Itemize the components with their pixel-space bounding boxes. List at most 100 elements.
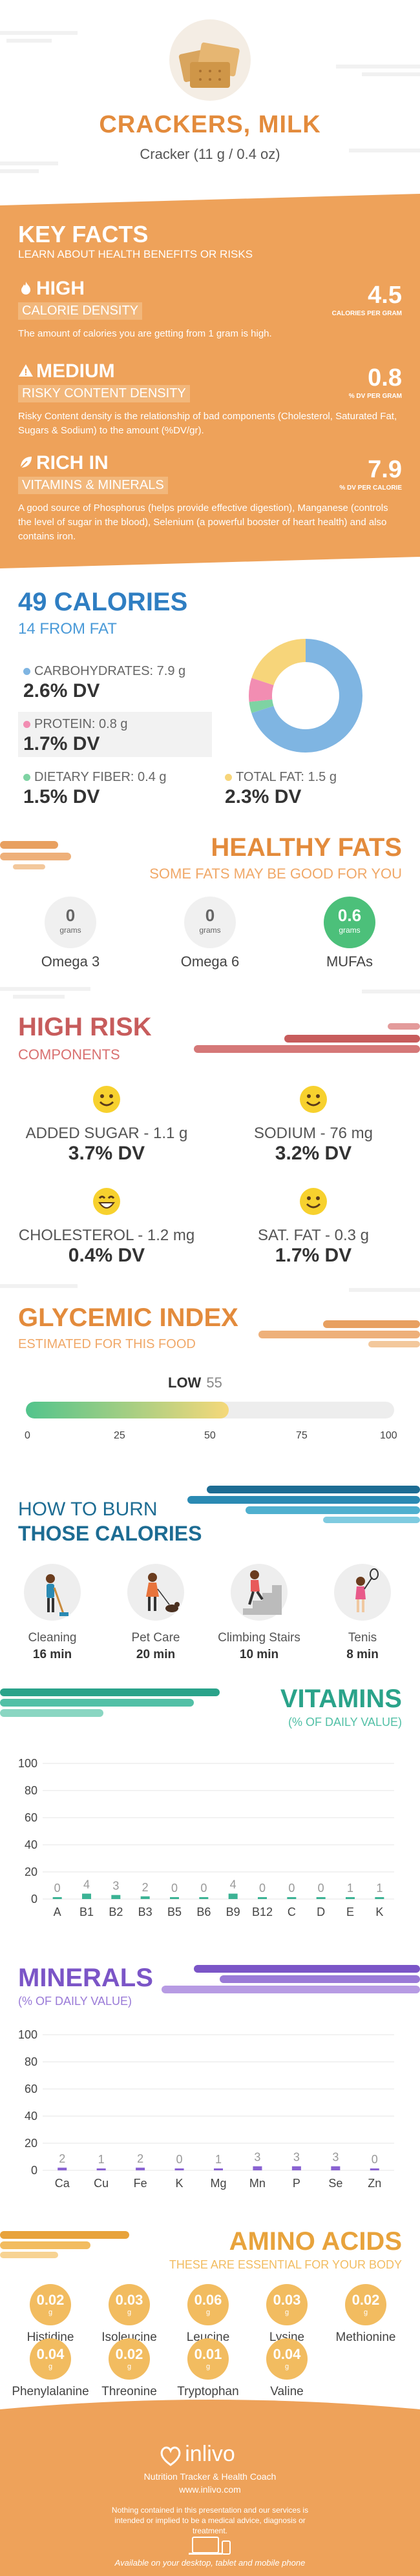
risk-dv: 1.7% DV [275, 1245, 352, 1266]
bar [331, 2166, 341, 2170]
bar-value-label: 0 [171, 1882, 178, 1895]
fat-name: MUFAs [326, 953, 373, 970]
footer-background [0, 2400, 420, 2576]
activity-name: Tenis [348, 1631, 377, 1645]
y-tick-label: 100 [18, 1757, 37, 1770]
activity-pet-care: Pet Care 20 min [114, 1563, 198, 1662]
fact-description: A good source of Phosphorus (helps provi… [18, 503, 388, 542]
healthy-fats-section: HEALTHY FATS SOME FATS MAY BE GOOD FOR Y… [0, 827, 420, 982]
burn-title-line2: THOSE CALORIES [18, 1522, 202, 1545]
vitamins-subtitle: (% OF DAILY VALUE) [288, 1716, 402, 1729]
protein-dot [23, 721, 30, 728]
y-tick-label: 80 [25, 1784, 37, 1797]
fact-level: HIGH [18, 278, 85, 300]
x-tick-label: E [346, 1906, 354, 1918]
minerals-subtitle: (% OF DAILY VALUE) [18, 1995, 132, 2008]
activity-time: 16 min [32, 1648, 72, 1661]
glycemic-title: GLYCEMIC INDEX [18, 1304, 238, 1332]
bar [96, 2168, 106, 2170]
x-tick-label: B9 [226, 1906, 240, 1918]
footer-disclaimer: Nothing contained in this presentation a… [111, 2506, 309, 2535]
glycemic-tick: 25 [114, 1430, 125, 1441]
fat-name: Omega 6 [180, 953, 240, 970]
donut-slice-fat [249, 639, 362, 753]
calories-subtitle: 14 FROM FAT [18, 620, 117, 638]
donut-slice-protein [249, 639, 362, 753]
bar [170, 1897, 179, 1899]
nutrient-label: DIETARY FIBER: 0.4 g [34, 770, 167, 784]
bar [253, 2166, 262, 2170]
minerals-bar-chart: 0 20 40 60 80 100 2 Ca 1 Cu 2 Fe 0 K 1 Mg 3 Mn 3 P 3 Se 0 Zn [18, 2028, 394, 2190]
x-tick-label: P [293, 2177, 300, 2190]
healthy-fats-subtitle: SOME FATS MAY BE GOOD FOR YOU [149, 866, 402, 882]
x-tick-label: K [375, 1906, 383, 1918]
amino-name: Tryptophan [177, 2385, 239, 2398]
glycemic-tick: 75 [296, 1430, 308, 1441]
bar-value-label: 0 [259, 1882, 266, 1895]
x-tick-label: Fe [134, 2177, 147, 2190]
y-tick-label: 100 [18, 2028, 37, 2041]
fact-risky-content: MEDIUM RISKY CONTENT DENSITY 0.8 % DV PE… [18, 360, 402, 444]
food-image [169, 19, 251, 101]
stairs-icon [231, 1564, 288, 1621]
leaf-icon [20, 457, 32, 468]
x-tick-label: B3 [138, 1906, 152, 1918]
bar [82, 1893, 91, 1899]
carbohydrates-dot [23, 668, 30, 675]
amino-acid-item: 0.06 g Leucine [169, 2284, 247, 2345]
bar-value-label: 4 [83, 1878, 90, 1891]
x-tick-label: Ca [55, 2177, 70, 2190]
glycemic-level: LOW 55 [168, 1375, 222, 1391]
nutrient-total-fat: TOTAL FAT: 1.5 g 2.3% DV [220, 765, 401, 810]
bar-value-label: 0 [318, 1882, 324, 1895]
key-facts-subtitle: LEARN ABOUT HEALTH BENEFITS OR RISKS [18, 248, 253, 260]
serving-size: Cracker (11 g / 0.4 oz) [140, 146, 280, 162]
vitamins-title: VITAMINS [280, 1685, 402, 1713]
amino-circle: 0.02 g [109, 2338, 150, 2380]
glycemic-tick: 50 [204, 1430, 216, 1441]
risk-dv: 3.2% DV [275, 1143, 352, 1164]
nutrient-label: PROTEIN: 0.8 g [34, 717, 128, 731]
x-tick-label: Mn [249, 2177, 266, 2190]
glycemic-bar [26, 1402, 394, 1418]
fat-name: Omega 3 [41, 953, 100, 970]
fact-value: 4.5 [368, 282, 402, 309]
x-tick-label: Mg [210, 2177, 226, 2190]
activity-time: 20 min [136, 1648, 176, 1661]
risk-label: SODIUM - 76 mg [253, 1125, 373, 1142]
bar-value-label: 1 [376, 1882, 383, 1895]
minerals-decoration [162, 1965, 420, 1993]
risk-label: CHOLESTEROL - 1.2 mg [18, 1227, 195, 1244]
amino-acid-item: 0.02 g Histidine [12, 2284, 89, 2345]
risk-sodium: SODIUM - 76 mg 3.2% DV [220, 1085, 407, 1165]
activity-cleaning: Cleaning 16 min [10, 1563, 94, 1662]
fact-value: 0.8 [368, 364, 402, 391]
x-tick-label: K [176, 2177, 184, 2190]
amino-circle: 0.02 g [30, 2284, 71, 2325]
footer-url[interactable]: www.inlivo.com [179, 2484, 241, 2495]
key-facts-background [0, 194, 420, 568]
risk-cholesterol: CHOLESTEROL - 1.2 mg 0.4% DV [13, 1187, 200, 1267]
warning-icon [19, 364, 33, 377]
fact-name: RISKY CONTENT DENSITY [18, 385, 190, 402]
nutrient-fiber: DIETARY FIBER: 0.4 g 1.5% DV [18, 765, 212, 810]
fact-calorie-density: HIGH CALORIE DENSITY 4.5 CALORIES PER GR… [18, 278, 402, 349]
high-risk-title: HIGH RISK [18, 1013, 152, 1041]
amino-circle: 0.02 g [345, 2284, 386, 2325]
x-tick-label: B12 [252, 1906, 273, 1918]
x-tick-label: B2 [109, 1906, 123, 1918]
amino-acid-item: 0.04 g Valine [248, 2338, 326, 2399]
glycemic-tick: 0 [25, 1430, 30, 1441]
footer-brand: inlivo [185, 2442, 235, 2466]
nutrient-dv: 2.6% DV [23, 680, 100, 701]
risk-label: SAT. FAT - 0.3 g [257, 1227, 370, 1244]
bar-value-label: 0 [200, 1882, 207, 1895]
amino-acid-item: 0.03 g Lysine [248, 2284, 326, 2345]
smiley-icon [300, 1086, 327, 1113]
bar-value-label: 4 [230, 1878, 236, 1891]
amino-acids-subtitle: THESE ARE ESSENTIAL FOR YOUR BODY [169, 2258, 402, 2271]
x-tick-label: C [288, 1906, 296, 1918]
heart-logo-icon [160, 2446, 181, 2466]
cleaning-icon [24, 1564, 81, 1621]
minerals-title: MINERALS [18, 1964, 153, 1992]
